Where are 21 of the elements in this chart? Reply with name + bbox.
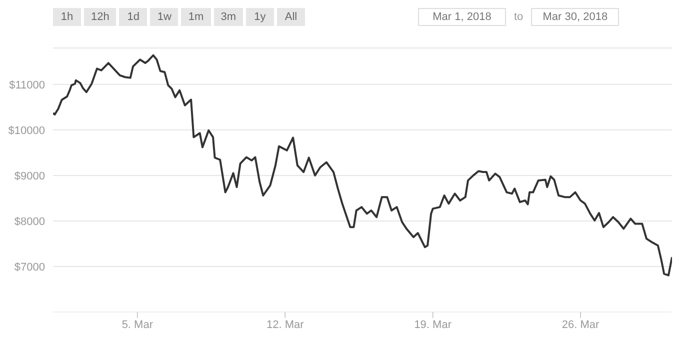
- y-tick-label: $9000: [14, 170, 45, 182]
- y-tick-label: $7000: [14, 261, 45, 274]
- date-field: Mar 30, 2018: [531, 8, 620, 26]
- x-tick-label: 12. Mar: [266, 318, 304, 331]
- date-field: Mar 1, 2018: [418, 8, 506, 26]
- y-tick-label: $10000: [8, 124, 45, 137]
- line-series: [53, 54, 672, 276]
- range-button: 1y: [246, 8, 274, 26]
- x-tick-label: 5. Mar: [122, 318, 154, 331]
- range-button: All: [276, 8, 305, 26]
- x-tick-label: 19. Mar: [414, 318, 452, 331]
- y-tick-label: $8000: [14, 216, 45, 228]
- range-button: 1h: [53, 8, 81, 26]
- range-button: 1d: [119, 8, 148, 26]
- y-tick-label: $11000: [9, 79, 45, 92]
- x-tick-label: 26. Mar: [562, 318, 600, 331]
- text: to: [514, 11, 524, 23]
- range-button: 3m: [214, 8, 243, 26]
- range-button: 1w: [150, 8, 178, 26]
- range-button: 12h: [84, 8, 116, 26]
- range-button: 1m: [181, 8, 211, 26]
